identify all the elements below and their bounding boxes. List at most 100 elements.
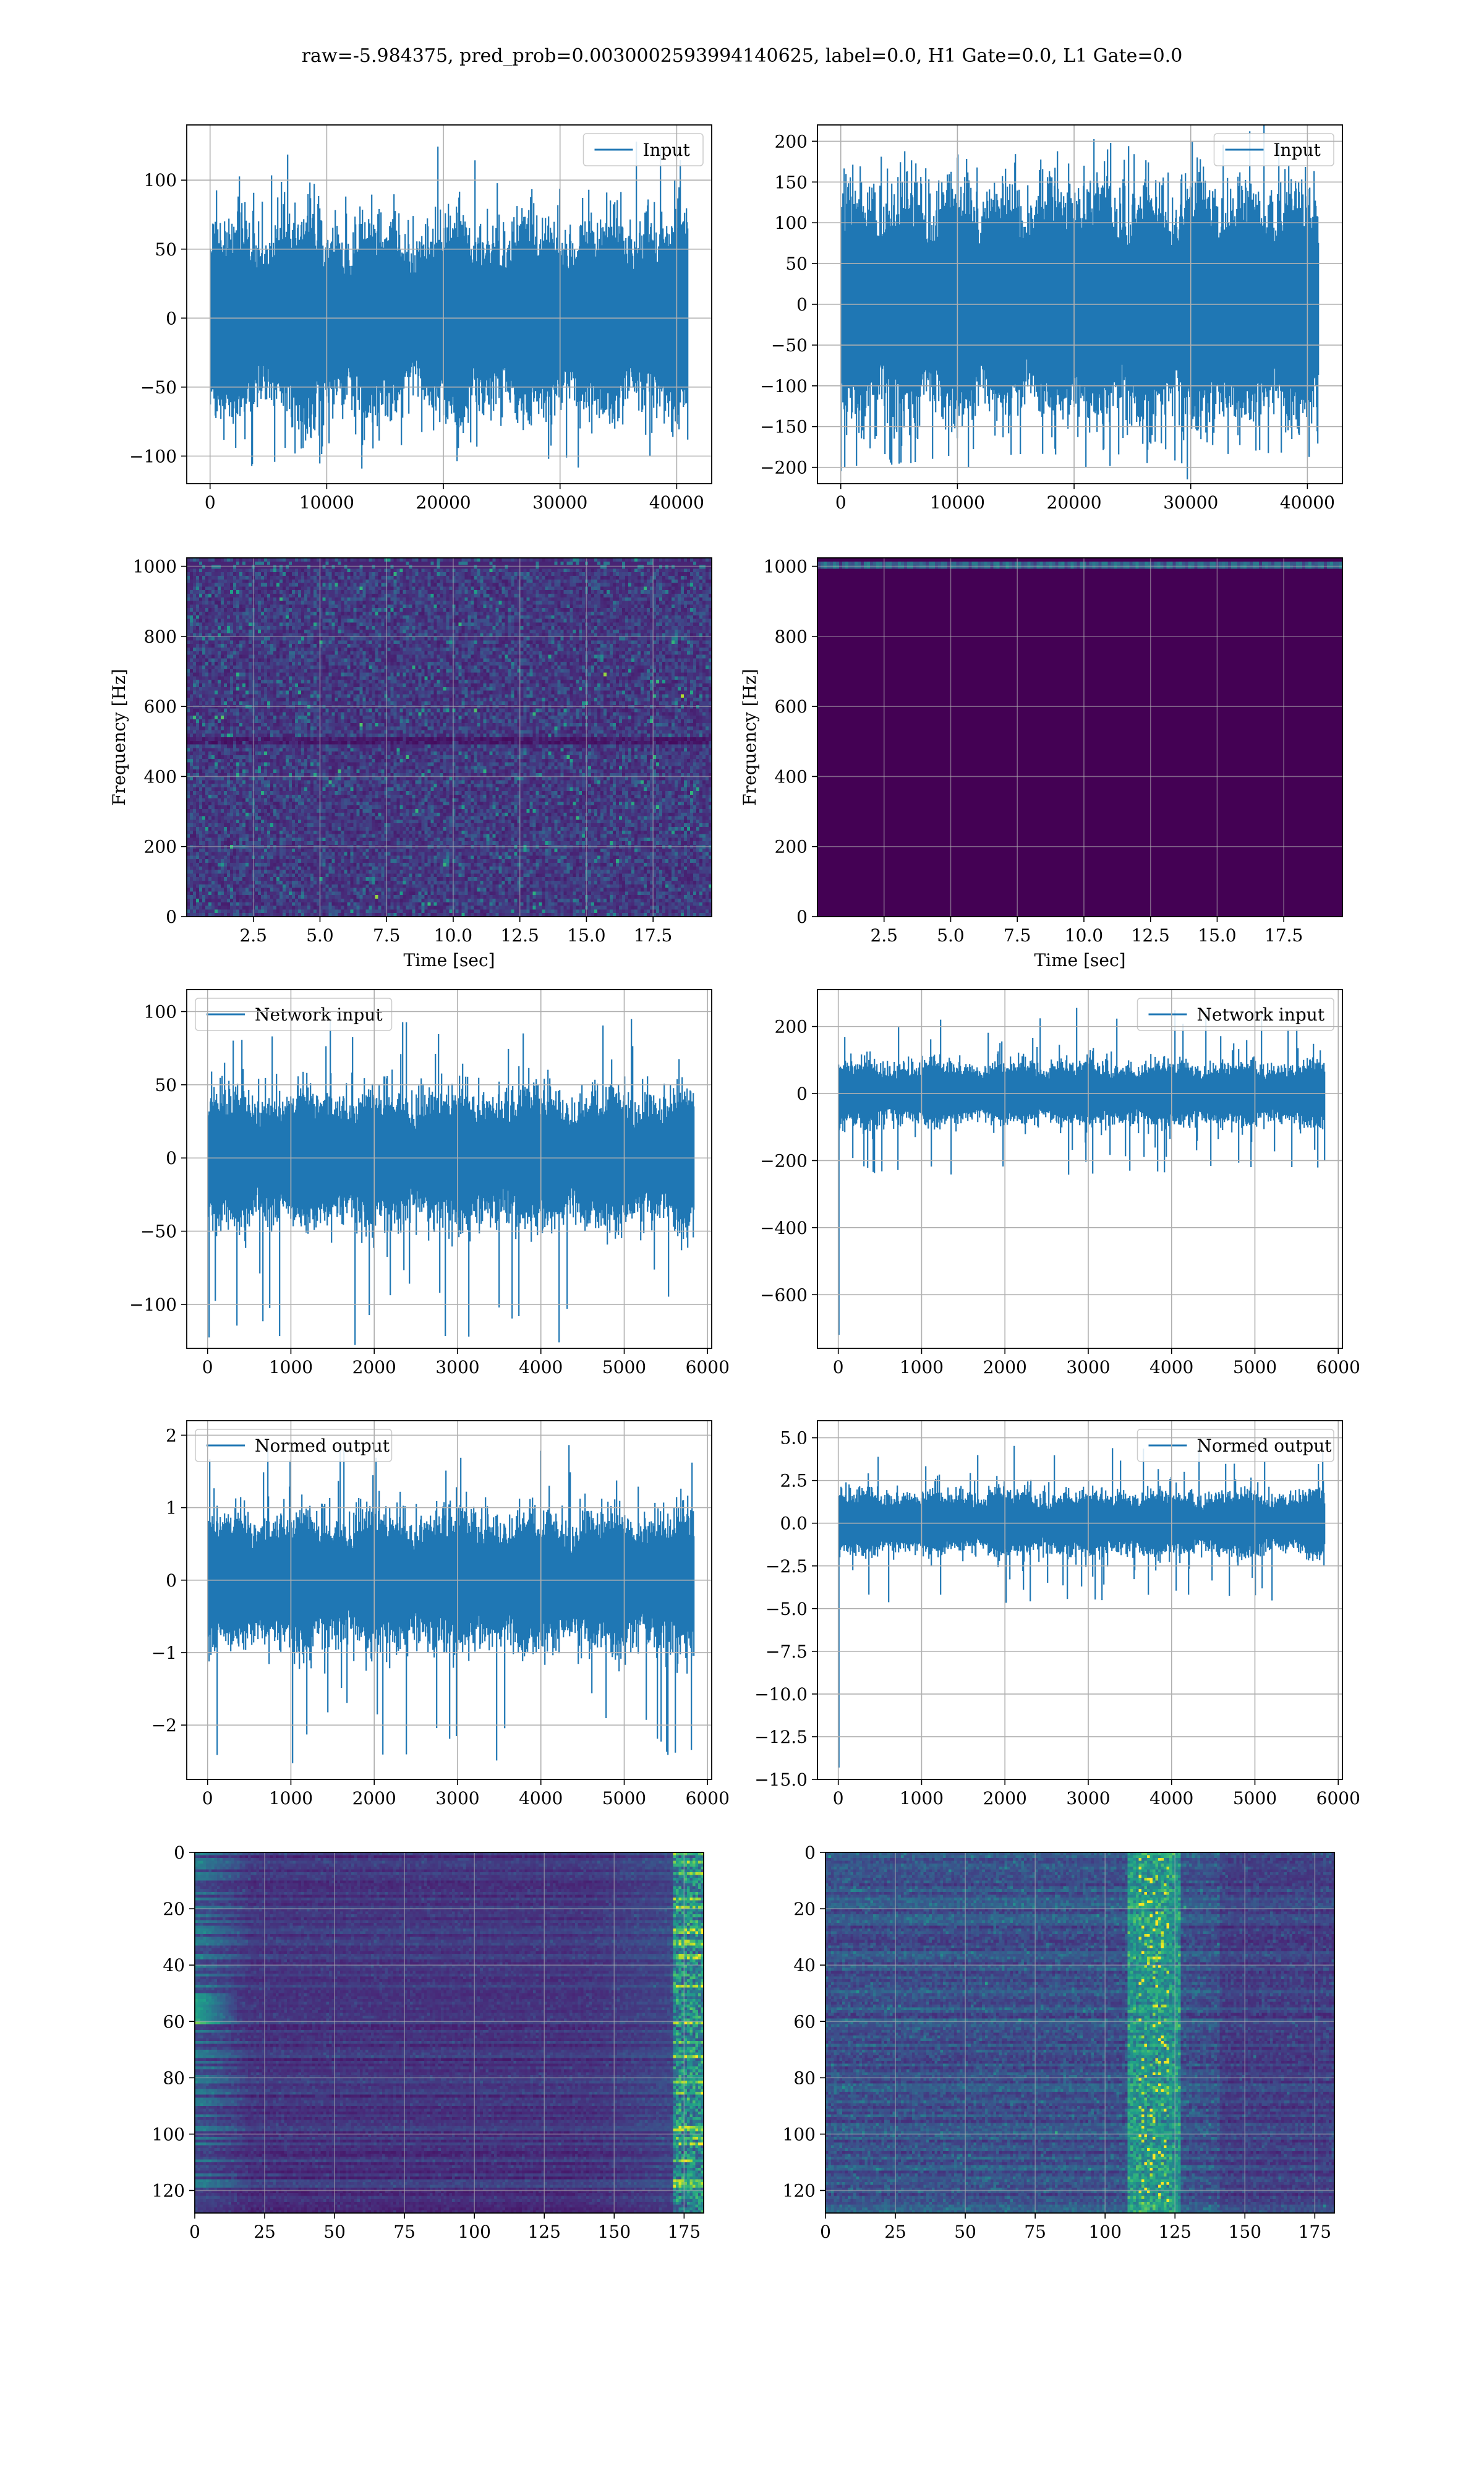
x-tick-label: 3000 xyxy=(435,1788,479,1808)
subplot-features-h1: 0 25 50 75 100 125 150 175 0 20 40 60 80 100 120 xyxy=(152,1843,704,2242)
subplot-features-l1: 0 25 50 75 100 125 150 175 0 20 40 60 80 100 120 xyxy=(783,1843,1335,2242)
y-tick-label: 80 xyxy=(163,2068,185,2088)
x-tick-label: 12.5 xyxy=(501,925,539,946)
y-tick-label: −200 xyxy=(760,458,808,478)
axes-frame xyxy=(817,557,1343,917)
x-tick-label: 6000 xyxy=(686,1788,730,1808)
y-tick-label: −2 xyxy=(151,1715,177,1736)
x-tick-label: 10000 xyxy=(930,492,985,513)
y-tick-label: 0 xyxy=(166,1570,177,1591)
legend-label: Input xyxy=(1274,140,1321,160)
y-tick-label: 50 xyxy=(155,239,177,260)
x-tick-label: 5000 xyxy=(1233,1788,1277,1808)
y-tick-label: −400 xyxy=(760,1218,808,1238)
y-tick-label: 600 xyxy=(775,696,808,717)
subplot-input-l1: Input 0 10000 20000 30000 40000 −200 −150 −100 −5… xyxy=(760,124,1343,513)
y-tick-label: 0 xyxy=(174,1843,185,1863)
y-tick-label: 50 xyxy=(155,1075,177,1095)
axes-frame xyxy=(817,1420,1343,1780)
heatmap-image xyxy=(187,558,712,917)
x-tick-label: 2000 xyxy=(352,1357,396,1377)
y-tick-label: −200 xyxy=(760,1150,808,1171)
y-tick-label: 2.5 xyxy=(780,1471,808,1491)
y-tick-label: −7.5 xyxy=(765,1641,808,1662)
y-tick-label: 150 xyxy=(775,172,808,192)
legend: Normed output xyxy=(195,1429,393,1462)
heatmap-image xyxy=(825,1852,1334,2213)
y-tick-label: −50 xyxy=(771,335,808,356)
legend-box xyxy=(582,133,704,166)
legend: Input xyxy=(1213,133,1334,166)
y-axis-label: Frequency [Hz] xyxy=(109,669,129,805)
y-tick-label: 120 xyxy=(783,2181,816,2201)
x-tick-label: 5.0 xyxy=(306,925,334,946)
y-tick-label: 20 xyxy=(793,1899,816,1919)
y-tick-label: −12.5 xyxy=(754,1727,808,1747)
y-tick-label: 50 xyxy=(785,254,808,274)
legend: Network input xyxy=(1136,998,1334,1031)
y-tick-label: −15.0 xyxy=(754,1770,808,1790)
x-tick-label: 4000 xyxy=(519,1357,563,1377)
y-tick-label: 100 xyxy=(783,2124,816,2144)
y-tick-label: 40 xyxy=(163,1955,185,1975)
subplot-normed-output-h1: Normed output 0 1000 2000 3000 4000 5000 6000 −2… xyxy=(151,1420,730,1808)
y-tick-label: 200 xyxy=(775,1017,808,1037)
legend-box xyxy=(195,998,393,1031)
legend-label: Network input xyxy=(1197,1004,1325,1025)
y-tick-label: 5.0 xyxy=(780,1428,808,1449)
y-tick-label: 0 xyxy=(166,907,177,927)
x-tick-label: 4000 xyxy=(1149,1357,1193,1377)
x-tick-label: 175 xyxy=(1298,2222,1331,2242)
x-tick-label: 25 xyxy=(254,2222,276,2242)
x-tick-label: 40000 xyxy=(649,492,704,513)
y-tick-label: 0 xyxy=(166,1148,177,1168)
x-tick-label: 125 xyxy=(528,2222,561,2242)
y-tick-label: 800 xyxy=(775,627,808,647)
y-tick-label: −100 xyxy=(760,376,808,396)
x-axis-label: Time [sec] xyxy=(1034,950,1125,970)
axes-frame xyxy=(825,1852,1335,2214)
heatmap-image xyxy=(195,1852,704,2213)
y-tick-label: 0 xyxy=(166,308,177,328)
x-tick-label: 5000 xyxy=(602,1788,646,1808)
y-tick-label: −600 xyxy=(760,1285,808,1305)
legend-label: Input xyxy=(643,140,691,160)
y-tick-label: 40 xyxy=(793,1955,816,1975)
x-tick-label: 7.5 xyxy=(1004,925,1031,946)
y-tick-label: 800 xyxy=(144,627,177,647)
x-tick-label: 4000 xyxy=(1149,1788,1193,1808)
y-tick-label: 2 xyxy=(166,1425,177,1445)
legend: Input xyxy=(582,133,704,166)
y-tick-label: 20 xyxy=(163,1899,185,1919)
x-tick-label: 2000 xyxy=(352,1788,396,1808)
x-tick-label: 30000 xyxy=(532,492,587,513)
x-tick-label: 3000 xyxy=(435,1357,479,1377)
x-tick-label: 15.0 xyxy=(1198,925,1236,946)
y-tick-label: −1 xyxy=(151,1643,177,1663)
x-tick-label: 100 xyxy=(458,2222,490,2242)
x-tick-label: 40000 xyxy=(1280,492,1335,513)
axes-frame xyxy=(186,1420,712,1780)
y-tick-label: 200 xyxy=(775,131,808,152)
y-tick-label: −100 xyxy=(129,446,177,466)
legend: Network input xyxy=(195,998,393,1031)
y-tick-label: 1 xyxy=(166,1498,177,1518)
y-tick-label: −50 xyxy=(140,377,177,398)
y-tick-label: 100 xyxy=(775,213,808,233)
x-tick-label: 5000 xyxy=(1233,1357,1277,1377)
subplot-normed-output-l1: Normed output 0 1000 2000 3000 4000 5000 6000 −1… xyxy=(754,1420,1360,1808)
y-tick-label: 1000 xyxy=(133,557,177,577)
x-axis-label: Time [sec] xyxy=(403,950,495,970)
y-tick-label: 0.0 xyxy=(780,1513,808,1534)
x-tick-label: 20000 xyxy=(416,492,471,513)
y-tick-label: 0 xyxy=(796,907,808,927)
y-tick-label: −10.0 xyxy=(754,1684,808,1705)
legend-label: Network input xyxy=(255,1004,383,1025)
y-tick-label: 0 xyxy=(796,1084,808,1104)
legend-label: Normed output xyxy=(255,1436,390,1456)
x-tick-label: 2000 xyxy=(983,1788,1027,1808)
